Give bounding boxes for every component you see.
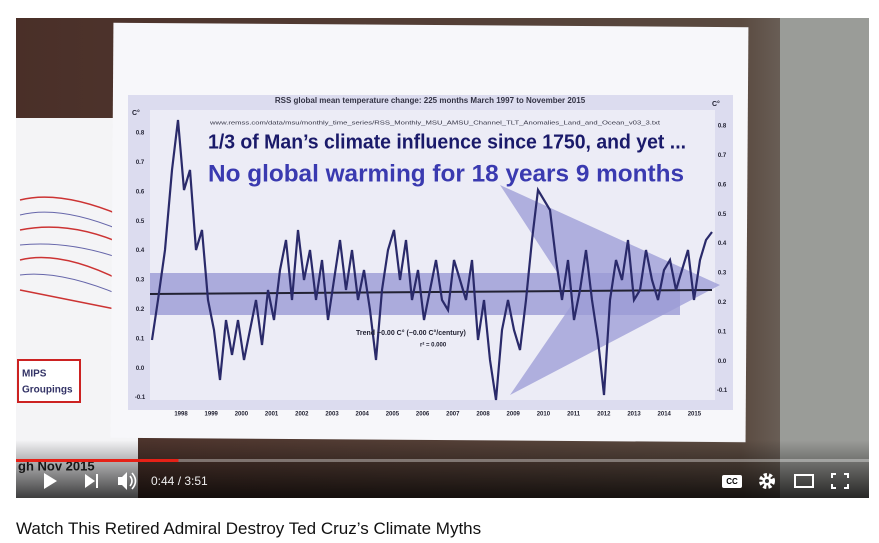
volume-button[interactable] (118, 472, 127, 490)
poster-text: MIPS (22, 369, 47, 380)
controls-scrim (16, 440, 869, 498)
x-label: 2006 (416, 412, 430, 418)
x-label: 2010 (537, 412, 551, 418)
next-button[interactable] (85, 474, 95, 488)
y-label: 0.1 (136, 336, 145, 342)
x-label: 1999 (205, 412, 219, 418)
x-label: 2008 (476, 412, 490, 418)
cc-label: CC (726, 477, 738, 486)
y-label-right: 0.3 (718, 271, 727, 277)
trend-label: Trend −0.00 C° (−0.00 C°/century) (356, 329, 466, 337)
settings-button[interactable] (759, 473, 775, 489)
poster-lines (19, 196, 126, 311)
progress-track[interactable] (16, 459, 869, 462)
cc-button[interactable] (722, 475, 742, 488)
x-label: 2015 (688, 412, 702, 418)
next-button-bar (96, 474, 98, 488)
y-label: 0.2 (136, 307, 145, 313)
play-button[interactable] (44, 473, 57, 489)
y-label-right: 0.6 (718, 182, 727, 188)
y-label-right: 0.1 (718, 329, 727, 335)
y-label: 0.6 (136, 189, 145, 195)
unit-label: C° (132, 109, 140, 117)
temperature-line (150, 119, 713, 401)
slide-headline: 1/3 of Man’s climate influence since 175… (208, 131, 686, 153)
x-label: 2004 (356, 412, 370, 418)
y-label: 0.3 (136, 278, 145, 284)
x-label: 2007 (446, 412, 460, 418)
time-display: 0:44 / 3:51 (151, 474, 208, 488)
y-label: 0.4 (136, 248, 145, 254)
trend-label: r² = 0.000 (420, 342, 447, 349)
y-label-right: 0.0 (718, 359, 727, 365)
y-label-right: 0.4 (718, 241, 727, 247)
x-label: 2012 (597, 412, 611, 418)
volume-waves (129, 472, 137, 490)
x-label: 2001 (265, 412, 279, 418)
y-label: 0.7 (136, 160, 145, 166)
x-label: 2013 (627, 412, 641, 418)
x-label: 1998 (174, 412, 188, 418)
y-label: 0.8 (136, 131, 145, 137)
x-label: 2014 (658, 412, 672, 418)
x-label: 2000 (235, 412, 249, 418)
y-label: -0.1 (135, 395, 146, 401)
video-player[interactable]: MIPS Groupings gh Nov 2015 RSS global me… (0, 0, 879, 505)
slide-source: www.remss.com/data/msu/monthly_time_seri… (210, 120, 661, 126)
x-label: 2009 (507, 412, 521, 418)
x-label: 2005 (386, 412, 400, 418)
y-label-right: 0.5 (718, 212, 727, 218)
slide-title: RSS global mean temperature change: 225 … (275, 96, 586, 105)
x-label: 2003 (325, 412, 339, 418)
progress-played (16, 459, 179, 462)
poster-box (17, 359, 81, 403)
y-label-right: 0.2 (718, 300, 727, 306)
fullscreen-button[interactable] (831, 473, 849, 489)
x-label: 2002 (295, 412, 309, 418)
y-label: 0.5 (136, 219, 145, 225)
y-label-right: -0.1 (717, 388, 728, 394)
trend-line (149, 289, 713, 295)
x-label: 2011 (567, 412, 581, 418)
y-label: 0.0 (136, 366, 145, 372)
video-title: Watch This Retired Admiral Destroy Ted C… (16, 519, 482, 538)
y-label-right: 0.8 (718, 124, 727, 130)
y-label-right: 0.7 (718, 153, 727, 159)
poster-text: Groupings (22, 385, 73, 396)
slide-headline: No global warming for 18 years 9 months (208, 160, 684, 187)
settings-hub (765, 479, 769, 483)
wall (780, 18, 869, 498)
theater-button[interactable] (794, 474, 814, 488)
unit-label: C° (712, 100, 720, 108)
